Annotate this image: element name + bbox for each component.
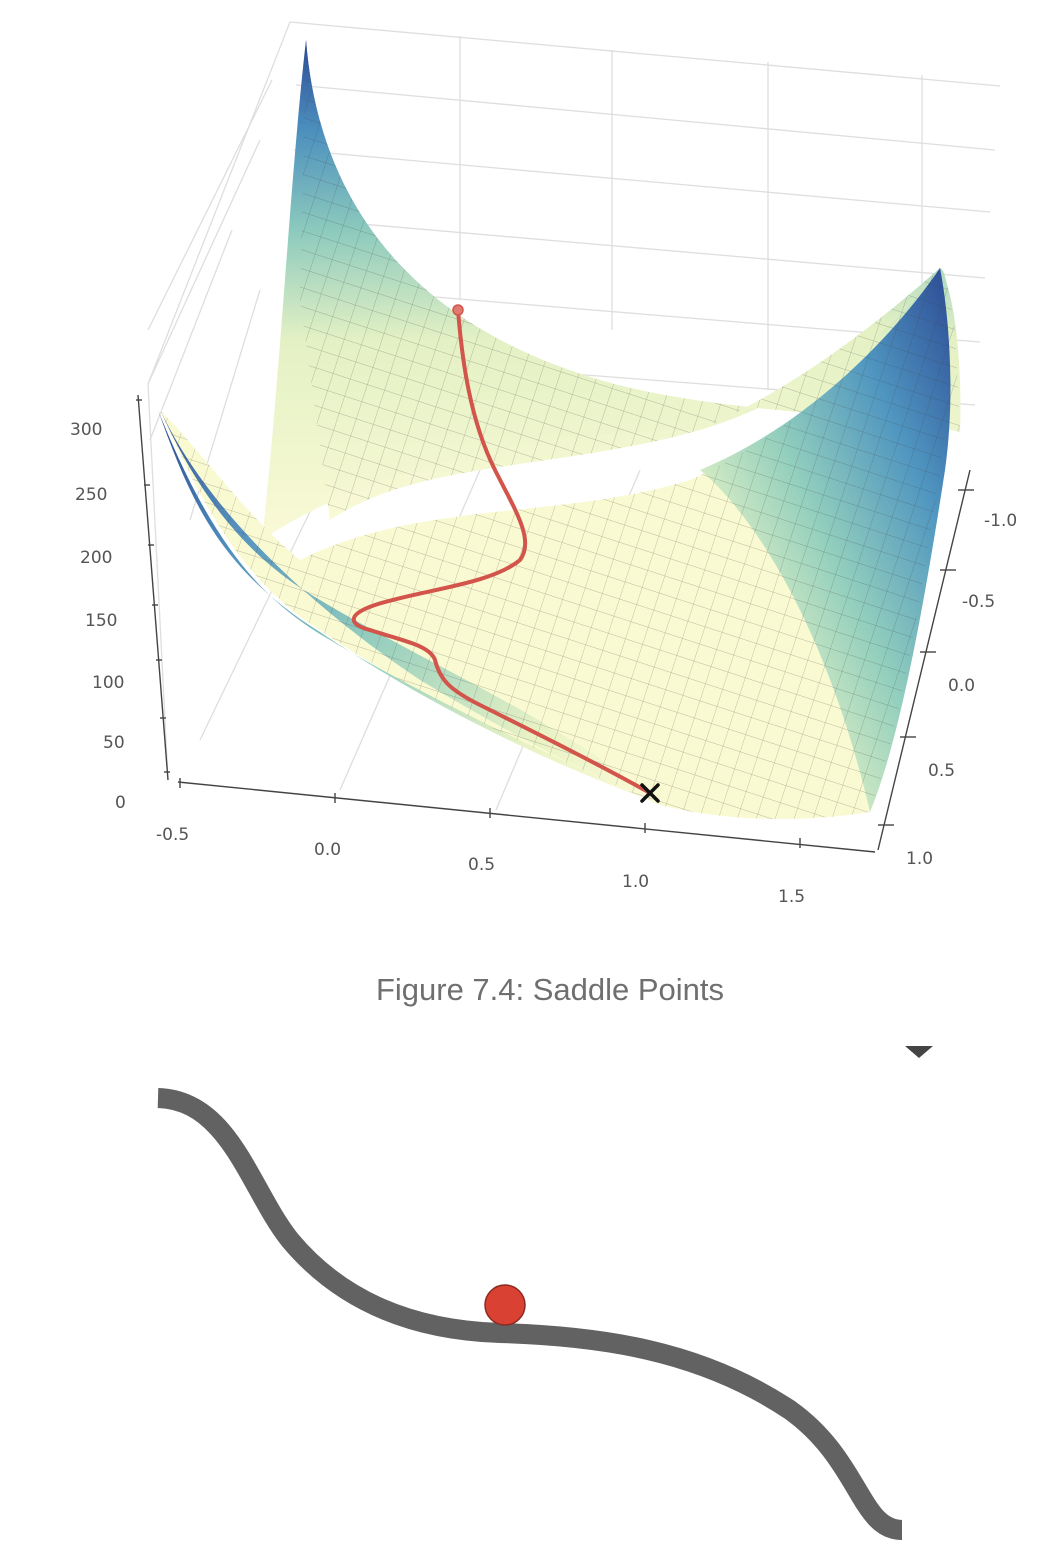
surface-mesh <box>158 40 961 820</box>
z-tick-label: 0 <box>115 793 126 813</box>
z-tick-label: 200 <box>80 548 112 568</box>
z-tick-label: 50 <box>103 733 125 753</box>
y-axis-tick-labels: -1.0 -0.5 0.0 0.5 1.0 <box>906 511 1017 869</box>
optimizer-path <box>351 304 660 803</box>
path-end-x-marker <box>640 783 660 803</box>
x-tick-label: -0.5 <box>156 825 189 845</box>
saddle-point-illustration <box>157 1046 933 1540</box>
path-start-marker <box>452 304 464 316</box>
x-tick-label: 0.0 <box>314 840 341 860</box>
dropdown-arrow-icon <box>905 1046 933 1058</box>
y-tick-label: -1.0 <box>984 511 1017 531</box>
optimizer-trajectory <box>351 308 652 795</box>
y-tick-label: 0.5 <box>928 761 955 781</box>
z-axis <box>136 394 170 781</box>
saddle-surface-plot: 300 250 200 150 100 50 0 -0.5 0.0 0.5 1.… <box>70 21 1017 907</box>
z-tick-label: 250 <box>75 485 107 505</box>
z-tick-label: 300 <box>70 420 102 440</box>
y-tick-label: 0.0 <box>948 676 975 696</box>
x-axis <box>177 778 876 853</box>
y-tick-label: 1.0 <box>906 849 933 869</box>
y-axis <box>877 469 974 851</box>
z-tick-label: 100 <box>92 673 124 693</box>
x-axis-tick-labels: -0.5 0.0 0.5 1.0 1.5 <box>156 825 805 907</box>
x-tick-label: 0.5 <box>468 855 495 875</box>
x-tick-label: 1.0 <box>622 872 649 892</box>
y-tick-label: -0.5 <box>962 592 995 612</box>
x-tick-label: 1.5 <box>778 887 805 907</box>
z-axis-tick-labels: 300 250 200 150 100 50 0 <box>70 420 126 813</box>
figure-caption: Figure 7.4: Saddle Points <box>375 972 725 1007</box>
saddle-point-ball <box>484 1284 526 1326</box>
z-tick-label: 150 <box>85 611 117 631</box>
surface-mesh-overlay <box>160 40 960 820</box>
loss-curve <box>157 1088 904 1540</box>
